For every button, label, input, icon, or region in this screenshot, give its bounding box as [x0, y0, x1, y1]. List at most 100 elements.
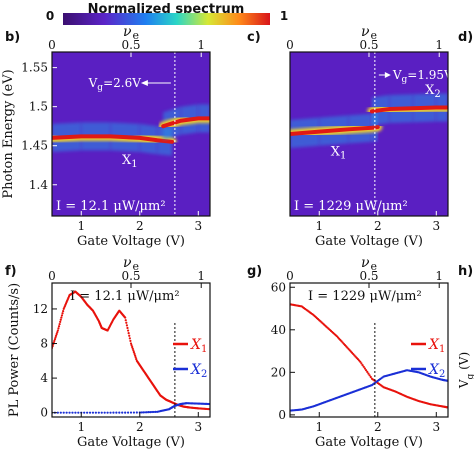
panel-f-point-X2 [109, 411, 112, 414]
panel-f-top-tick-label: 1 [197, 269, 205, 283]
panel-f-point-X1 [131, 345, 134, 349]
panel-f-point-X2 [103, 411, 106, 414]
panel-f-point-X2 [140, 411, 143, 414]
panel-f-point-X1 [53, 338, 57, 341]
panel-f-point-X1 [132, 349, 135, 352]
panel-b-x-tick-label: 1 [77, 219, 85, 233]
panel-f-y-tick-label: 8 [40, 337, 48, 351]
panel-b-top-tick-label: 0.5 [121, 38, 140, 52]
panel-label-c: c) [247, 30, 261, 45]
panel-g-top-tick-label: 0.5 [359, 269, 378, 283]
panel-f-point-X2 [129, 411, 133, 414]
panel-g-point-X1 [360, 362, 363, 365]
panel-f-point-X2 [143, 411, 147, 414]
panel-b-axes: νe 0 0.5 1 1 2 3 Gate Voltage (V) 1.4 1.45 1.5 1.55… [1, 24, 211, 249]
panel-g-intensity: I = 1229 μW/μm² [308, 289, 422, 304]
panel-g-x-tick-label: 1 [315, 420, 323, 434]
panel-f-point-X1 [55, 332, 58, 336]
panel-b-vg-arrowhead [140, 80, 148, 86]
panel-f-point-X1 [125, 324, 129, 327]
panel-f-point-X2 [97, 411, 100, 414]
panel-f-point-X2 [152, 410, 155, 414]
panel-f-point-X2 [118, 411, 121, 414]
panel-f-point-X1 [135, 357, 138, 361]
panel-b-y-tick-label: 1.4 [29, 178, 48, 192]
panel-f-point-X2 [142, 411, 145, 414]
panel-f-point-X1 [53, 339, 56, 343]
panel-g-point-X1 [367, 372, 370, 375]
panel-f-point-X1 [54, 334, 58, 337]
panel-f-y-tick-label: 4 [40, 371, 48, 385]
panel-g-x-tick-label: 2 [374, 420, 382, 434]
panel-f-point-X2 [62, 411, 65, 414]
panel-g-point-X1 [362, 365, 365, 368]
panel-f-point-X1 [130, 344, 133, 347]
panel-g-point-X1 [366, 370, 369, 374]
panel-g-point-X1 [363, 367, 367, 370]
panel-f-frame [51, 282, 211, 418]
panel-c-top-tick-label: 0.5 [359, 38, 378, 52]
panel-f-point-X1 [124, 316, 127, 319]
panel-f-point-X2 [71, 411, 74, 414]
panel-f-point-X1 [124, 319, 127, 322]
panel-f-point-X2 [83, 411, 86, 414]
panel-g-y-tick-label: 40 [271, 323, 286, 337]
panel-b-label-X2: X2 [210, 93, 226, 110]
panel-b-x-tick-label: 2 [136, 219, 144, 233]
panel-c-nu-label: νe [361, 24, 377, 42]
panel-g-legend-label-X2: X2 [428, 362, 445, 380]
panel-c-intensity: I = 1229 μW/μm² [294, 199, 408, 214]
panel-f-point-X1 [56, 329, 59, 332]
panel-label-d: d) [458, 30, 473, 45]
panel-f-point-X1 [56, 331, 59, 334]
panel-f-x-tick-label: 2 [136, 420, 144, 434]
panel-f-point-X1 [132, 351, 136, 354]
panel-b-top-tick-label: 0 [48, 38, 56, 52]
panel-f-point-X1 [60, 316, 63, 319]
panel-g-frame [289, 282, 449, 418]
panel-f-point-X1 [129, 342, 133, 345]
panel-f-point-X2 [91, 411, 95, 414]
panel-label-b: b) [5, 30, 20, 45]
panel-g-xlabel: Gate Voltage (V) [315, 435, 423, 450]
panel-f-point-X2 [56, 411, 59, 414]
panel-f-top-tick-label: 0.5 [121, 269, 140, 283]
panel-f-point-X2 [59, 411, 62, 414]
panel-g-top-tick-label: 0 [286, 269, 294, 283]
panel-g-y-tick-label: 60 [271, 280, 286, 294]
panel-b-y-tick-label: 1.45 [21, 139, 48, 153]
panel-f-point-X2 [100, 411, 103, 414]
panel-c-peak-X1 [290, 124, 380, 136]
panel-c-x-tick-label: 3 [432, 219, 440, 233]
panel-f-point-X2 [112, 411, 115, 414]
panel-label-g: g) [247, 264, 262, 279]
panel-f-y-tick-label: 0 [40, 406, 48, 420]
panel-g-x-tick-label: 3 [432, 420, 440, 434]
panel-b-intensity: I = 12.1 μW/μm² [56, 199, 166, 214]
panel-f: I = 12.1 μW/μm² X1 X2 [52, 289, 210, 417]
panel-f-point-X1 [128, 337, 131, 340]
panel-f-point-X1 [131, 347, 134, 350]
panel-f-point-X2 [207, 402, 210, 406]
panel-g-axes: νe 0 0.5 1 1 2 3 Gate Voltage (V) 0 20 40 60 [271, 255, 449, 450]
panel-f-point-X1 [54, 336, 57, 339]
panel-f-top-tick-label: 0 [48, 269, 56, 283]
panel-f-point-X1 [59, 318, 62, 321]
panel-f-point-X2 [68, 411, 71, 414]
panel-b-xlabel: Gate Voltage (V) [77, 234, 185, 249]
colorbar [63, 13, 270, 25]
panel-f-point-X1 [129, 339, 132, 343]
panel-c-frame [289, 51, 449, 217]
panel-b-frame [51, 51, 211, 217]
panel-f-point-X1 [62, 309, 65, 313]
panel-f-intensity: I = 12.1 μW/μm² [70, 289, 180, 304]
panel-f-y-tick-label: 12 [33, 302, 48, 316]
panel-c-axes: νe 0 0.5 1 1 2 3 Gate Voltage (V) [286, 24, 449, 249]
panel-g-top-tick-label: 1 [435, 269, 443, 283]
panel-b-nu-label: νe [123, 24, 139, 42]
panel-g-legend-label-X1: X1 [428, 337, 445, 355]
panel-c-x-tick-label: 2 [374, 219, 382, 233]
panel-f-point-X2 [74, 411, 77, 414]
